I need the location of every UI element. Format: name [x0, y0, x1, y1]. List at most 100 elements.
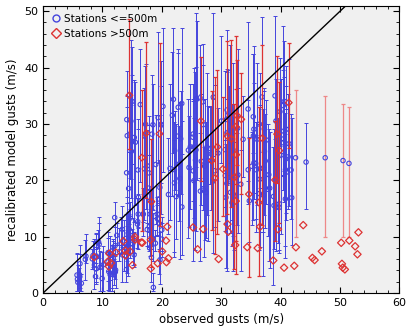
Point	[197, 95, 204, 101]
Point	[126, 249, 133, 254]
Point	[194, 247, 201, 252]
Point	[157, 257, 163, 262]
Point	[281, 265, 287, 270]
Point	[124, 249, 131, 254]
Point	[112, 243, 119, 248]
Point	[92, 254, 99, 260]
Point	[145, 189, 152, 194]
Point	[173, 194, 180, 199]
Point	[190, 134, 196, 140]
Point	[200, 99, 206, 105]
Point	[198, 118, 204, 124]
Point	[112, 267, 119, 273]
Point	[100, 262, 107, 267]
Point	[283, 170, 290, 175]
Point	[142, 134, 148, 139]
Point	[280, 128, 287, 134]
Point	[156, 221, 163, 226]
Point	[95, 239, 102, 245]
Point	[122, 253, 129, 258]
Point	[270, 258, 276, 263]
Point	[144, 163, 150, 168]
Point	[129, 138, 135, 144]
Point	[281, 99, 288, 104]
Point	[150, 235, 156, 241]
Point	[148, 255, 155, 260]
Point	[155, 196, 162, 202]
Point	[200, 122, 206, 127]
Point	[338, 240, 344, 245]
Point	[355, 230, 362, 235]
Point	[142, 122, 149, 127]
Point	[226, 128, 232, 134]
Point	[116, 249, 123, 254]
Point	[158, 122, 164, 127]
Point	[121, 245, 128, 250]
Point	[109, 268, 115, 273]
Point	[300, 222, 307, 228]
Point	[107, 251, 113, 256]
Point	[159, 249, 166, 254]
Point	[225, 229, 232, 234]
Point	[280, 136, 287, 142]
Point	[171, 180, 178, 186]
Point	[291, 263, 297, 269]
Point	[123, 267, 130, 272]
Point	[218, 118, 225, 124]
Point	[141, 166, 148, 172]
Point	[112, 269, 119, 275]
Point	[190, 225, 196, 230]
Point	[222, 195, 229, 200]
Point	[190, 131, 197, 137]
Point	[175, 133, 181, 139]
Point	[224, 221, 231, 227]
Point	[227, 118, 234, 124]
Point	[303, 159, 309, 165]
Point	[147, 211, 153, 217]
Point	[261, 149, 268, 154]
Point	[283, 156, 289, 161]
Point	[178, 101, 185, 106]
Point	[154, 216, 161, 221]
Point	[286, 100, 292, 105]
Point	[222, 173, 229, 178]
Point	[125, 186, 132, 191]
Point	[257, 177, 263, 182]
Point	[270, 194, 277, 199]
Point	[259, 94, 265, 100]
Point	[147, 237, 154, 242]
Point	[272, 93, 279, 99]
Point	[250, 126, 257, 132]
Point	[144, 227, 150, 232]
Point	[230, 191, 236, 197]
Point	[200, 187, 207, 193]
Point	[276, 205, 282, 210]
Y-axis label: recalibrated model gusts (m/s): recalibrated model gusts (m/s)	[5, 58, 19, 241]
Point	[108, 260, 114, 266]
Point	[113, 233, 120, 238]
Point	[265, 172, 272, 177]
Point	[318, 249, 325, 254]
Point	[232, 124, 239, 129]
Point	[167, 166, 173, 171]
Point	[134, 221, 141, 227]
Point	[232, 242, 239, 248]
Point	[260, 166, 267, 171]
Point	[231, 193, 237, 199]
Point	[94, 240, 101, 245]
Point	[352, 244, 358, 249]
Point	[165, 256, 172, 261]
Point	[105, 259, 111, 265]
Point	[190, 144, 197, 150]
Point	[275, 226, 281, 232]
Point	[171, 148, 178, 153]
Point	[148, 222, 155, 228]
Point	[170, 97, 177, 102]
Point	[106, 251, 112, 256]
Point	[197, 189, 204, 194]
Point	[200, 226, 206, 232]
Point	[126, 93, 133, 98]
Point	[148, 199, 155, 204]
Point	[271, 203, 277, 208]
Point	[178, 136, 184, 141]
